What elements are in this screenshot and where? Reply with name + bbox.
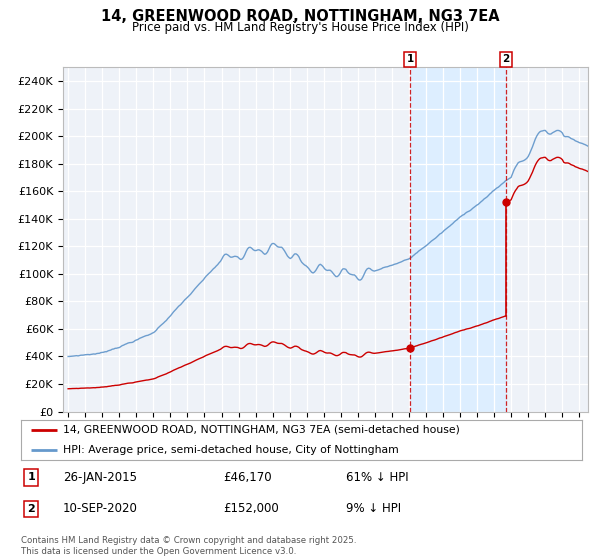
Text: 1: 1	[407, 54, 414, 64]
Text: 2: 2	[503, 54, 510, 64]
Bar	[410, 67, 506, 412]
Text: 26-JAN-2015: 26-JAN-2015	[63, 471, 137, 484]
Text: Price paid vs. HM Land Registry's House Price Index (HPI): Price paid vs. HM Land Registry's House …	[131, 21, 469, 34]
Text: 2: 2	[27, 504, 35, 514]
Text: 61% ↓ HPI: 61% ↓ HPI	[346, 471, 409, 484]
Text: £152,000: £152,000	[223, 502, 279, 515]
Text: 9% ↓ HPI: 9% ↓ HPI	[346, 502, 401, 515]
Text: 14, GREENWOOD ROAD, NOTTINGHAM, NG3 7EA (semi-detached house): 14, GREENWOOD ROAD, NOTTINGHAM, NG3 7EA …	[63, 424, 460, 435]
Text: 10-SEP-2020: 10-SEP-2020	[63, 502, 138, 515]
Text: 1: 1	[27, 473, 35, 483]
Text: HPI: Average price, semi-detached house, City of Nottingham: HPI: Average price, semi-detached house,…	[63, 445, 399, 455]
Text: 14, GREENWOOD ROAD, NOTTINGHAM, NG3 7EA: 14, GREENWOOD ROAD, NOTTINGHAM, NG3 7EA	[101, 9, 499, 24]
Text: £46,170: £46,170	[223, 471, 272, 484]
Text: Contains HM Land Registry data © Crown copyright and database right 2025.
This d: Contains HM Land Registry data © Crown c…	[21, 536, 356, 556]
